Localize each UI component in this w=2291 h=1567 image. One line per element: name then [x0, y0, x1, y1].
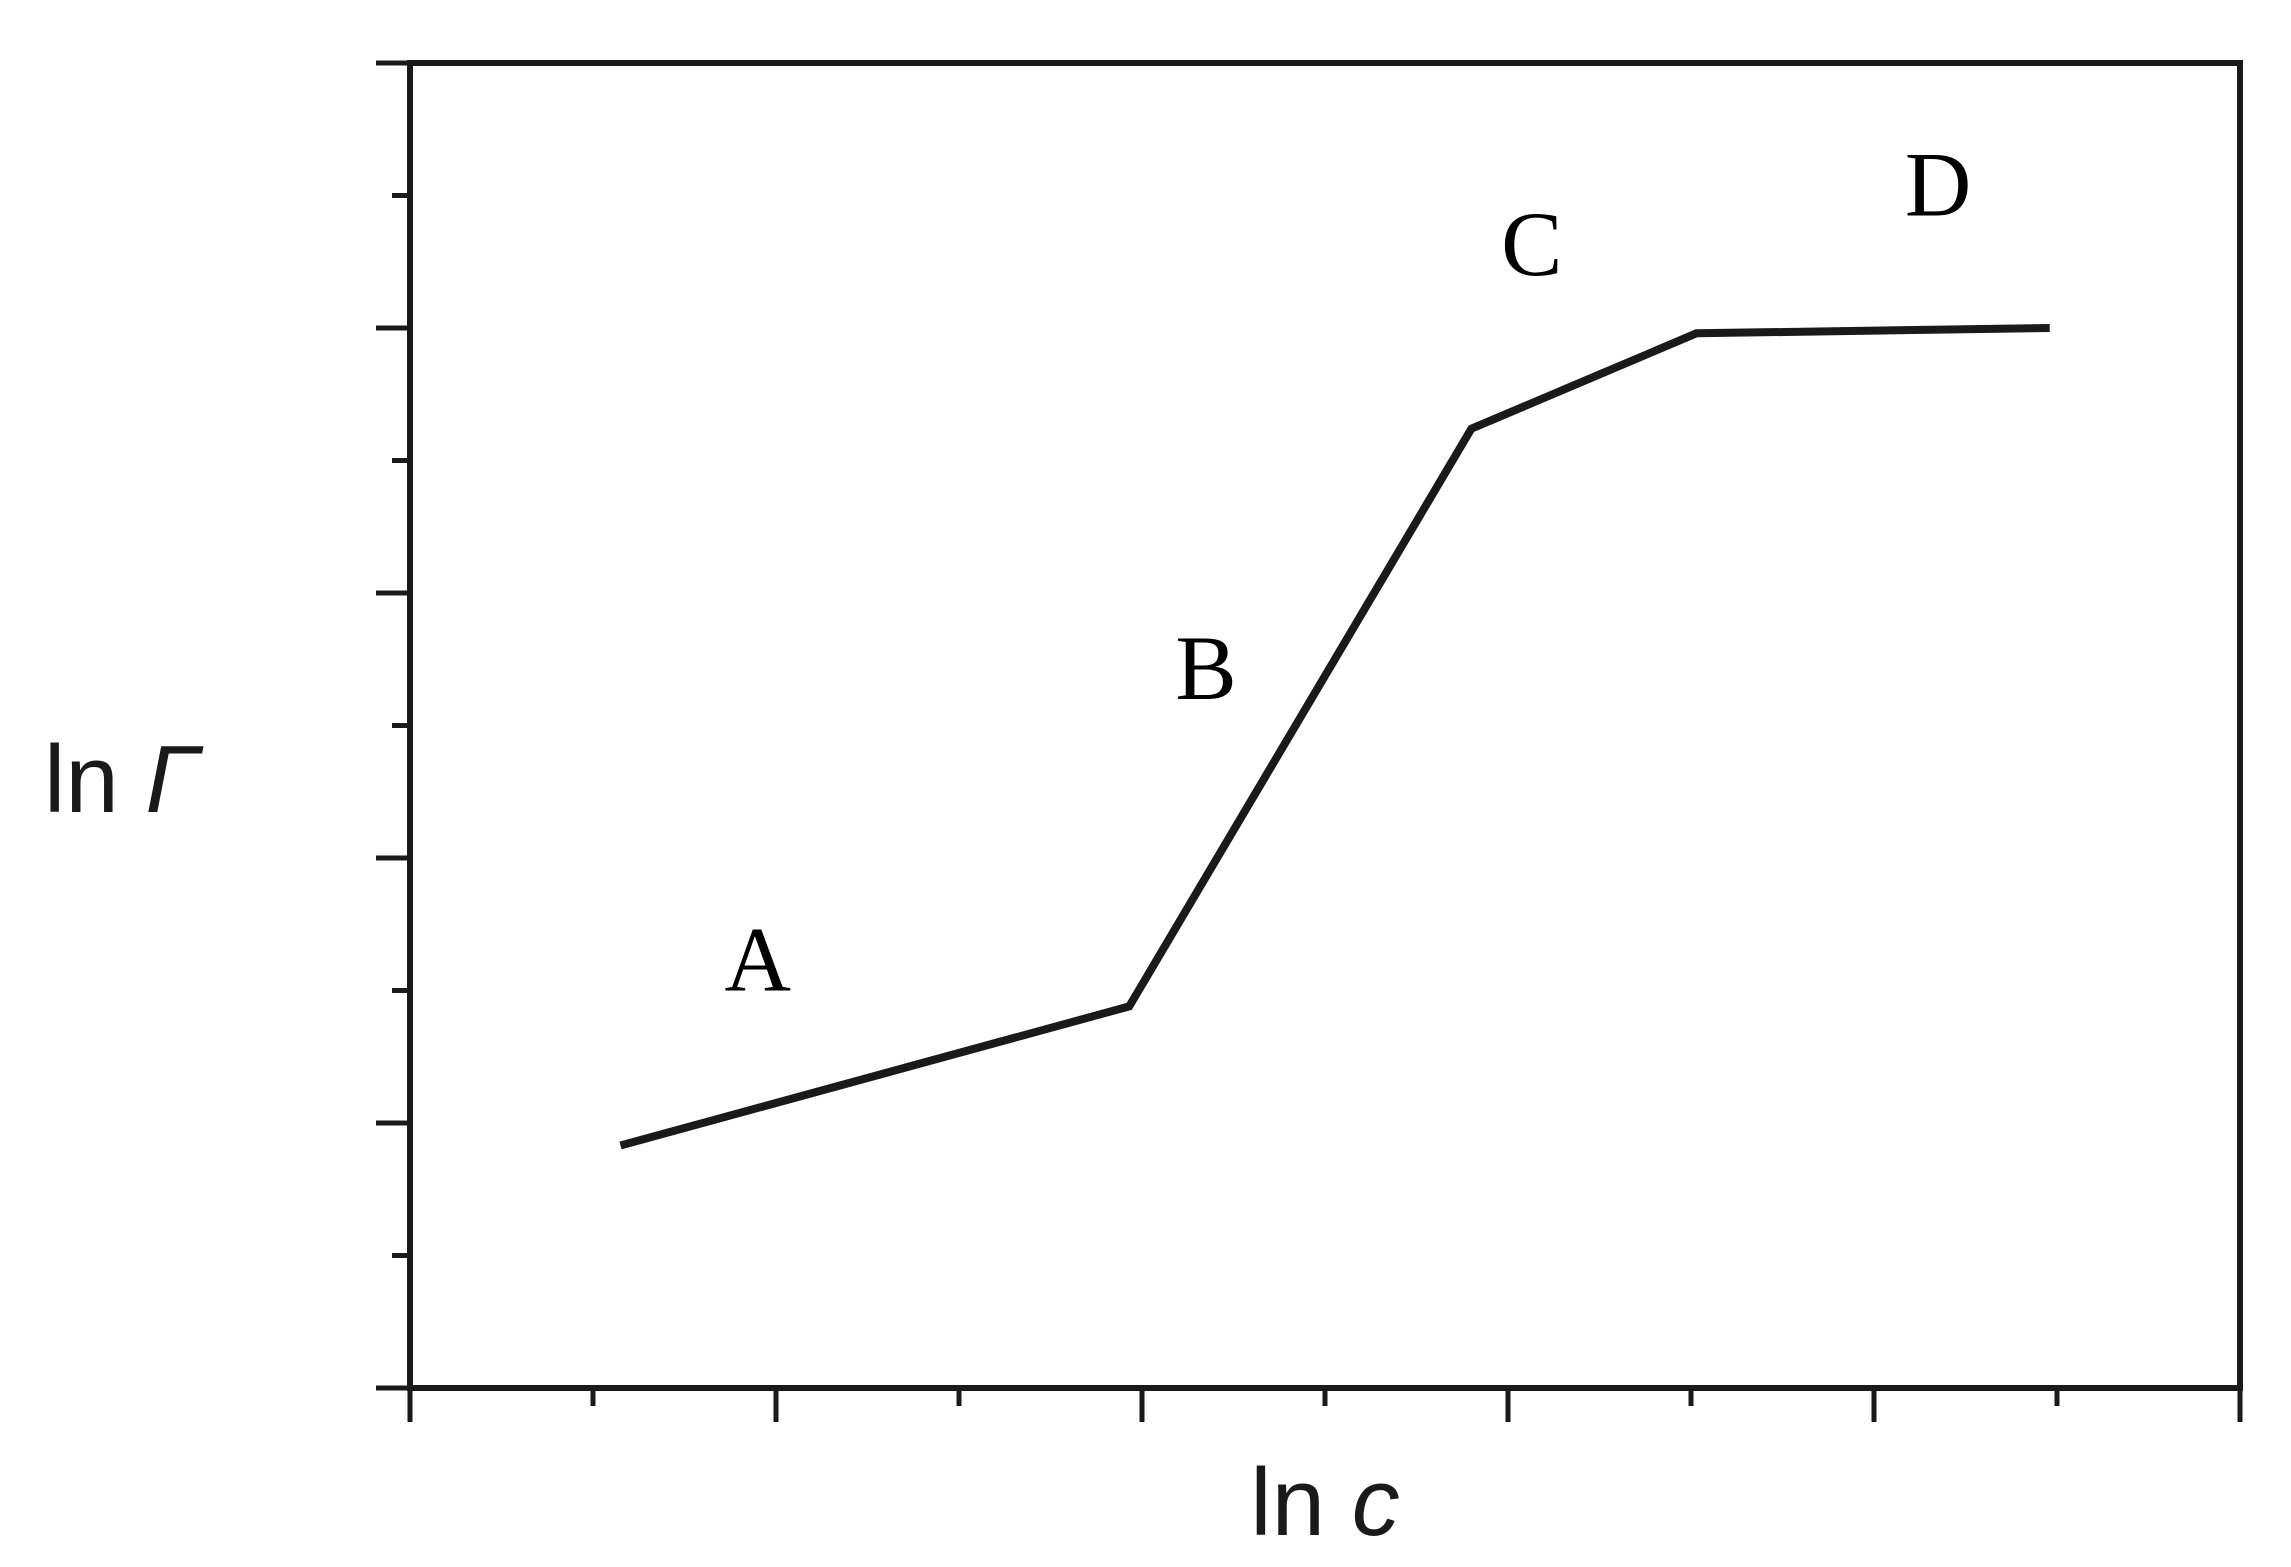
- x-axis-title-prefix: ln: [1250, 1449, 1351, 1556]
- x-axis-title: ln c: [1250, 1449, 1399, 1556]
- segment-label-b: B: [1175, 617, 1236, 719]
- segment-annotations: A B C D: [724, 133, 1971, 1010]
- y-axis-title-prefix: ln: [44, 726, 145, 833]
- y-axis-title-symbol: Γ: [145, 726, 204, 833]
- segment-label-c: C: [1501, 193, 1562, 295]
- plot-frame: [407, 60, 2243, 1391]
- segment-label-a: A: [724, 909, 790, 1011]
- x-axis-ticks: [407, 1388, 2243, 1422]
- series-line: [619, 324, 2050, 1150]
- y-axis-title: ln Γ: [44, 726, 204, 833]
- x-axis-title-symbol: c: [1352, 1449, 1400, 1556]
- segment-label-d: D: [1905, 133, 1971, 235]
- y-axis-ticks: [376, 60, 410, 1391]
